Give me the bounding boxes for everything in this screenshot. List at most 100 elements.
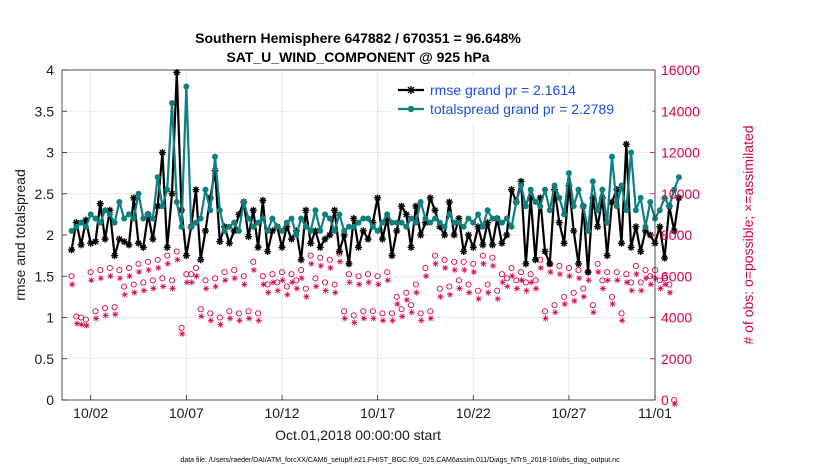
totalspread-point bbox=[212, 153, 219, 160]
rmse-point bbox=[584, 268, 592, 276]
obs-assimilated-stroke bbox=[428, 315, 434, 321]
obs-assimilated-point bbox=[298, 275, 305, 282]
rmse-point bbox=[412, 202, 420, 210]
obs-possible-point bbox=[145, 258, 152, 265]
obs-assimilated-stroke bbox=[370, 315, 376, 321]
totalspread-point bbox=[503, 215, 510, 222]
obs-assimilated-stroke bbox=[433, 261, 439, 267]
rmse-point bbox=[398, 202, 406, 210]
obs-assimilated-stroke bbox=[672, 401, 678, 407]
rmse-point bbox=[335, 248, 343, 255]
obs-assimilated-point bbox=[513, 285, 520, 292]
obs-assimilated-point bbox=[518, 277, 525, 284]
obs-assimilated-stroke bbox=[648, 281, 654, 287]
obs-possible-point bbox=[494, 287, 501, 294]
obs-assimilated-point bbox=[384, 277, 391, 284]
totalspread-point bbox=[298, 215, 305, 222]
obs-assimilated-stroke bbox=[93, 315, 99, 321]
totalspread-point bbox=[216, 207, 223, 214]
totalspread-point bbox=[618, 182, 625, 189]
rmse-point-stroke bbox=[432, 207, 439, 214]
obs-assimilated-stroke bbox=[485, 290, 491, 296]
totalspread-point bbox=[125, 211, 132, 218]
obs-possible-point bbox=[87, 269, 94, 276]
totalspread-point bbox=[97, 219, 104, 226]
obs-assimilated-stroke bbox=[447, 292, 453, 298]
obs-assimilated-point bbox=[389, 317, 396, 324]
obs-assimilated-point bbox=[599, 285, 606, 292]
obs-assimilated-point bbox=[174, 256, 181, 263]
obs-possible-point bbox=[216, 314, 223, 321]
rmse-point-stroke bbox=[307, 240, 314, 247]
obs-assimilated-stroke bbox=[442, 265, 448, 271]
obs-possible-point bbox=[116, 267, 123, 274]
legend-spread-text: totalspread grand pr = 2.2789 bbox=[430, 101, 614, 117]
obs-assimilated-stroke bbox=[567, 273, 573, 279]
rmse-point bbox=[445, 198, 453, 206]
obs-assimilated-stroke bbox=[256, 317, 262, 323]
rmse-point-stroke bbox=[216, 238, 223, 245]
x-tick-label: 10/02 bbox=[73, 405, 108, 421]
rmse-point-stroke bbox=[542, 248, 549, 255]
obs-assimilated-stroke bbox=[600, 286, 606, 291]
obs-assimilated-point bbox=[547, 269, 554, 275]
obs-assimilated-point bbox=[155, 264, 162, 271]
obs-possible-point bbox=[207, 310, 214, 317]
rmse-point bbox=[321, 235, 329, 243]
obs-assimilated-point bbox=[638, 287, 645, 294]
obs-assimilated-stroke bbox=[251, 267, 257, 273]
rmse-point-stroke bbox=[484, 219, 491, 226]
obs-assimilated-stroke bbox=[122, 292, 128, 298]
obs-assimilated-point bbox=[623, 279, 630, 286]
obs-assimilated-stroke bbox=[146, 267, 152, 273]
rmse-point-stroke bbox=[675, 194, 682, 201]
y-tick-label: 0 bbox=[46, 392, 54, 408]
totalspread-point bbox=[145, 211, 152, 218]
totalspread-point bbox=[527, 186, 534, 193]
rmse-point bbox=[531, 256, 539, 264]
rmse-point bbox=[139, 243, 147, 251]
obs-assimilated-point bbox=[183, 279, 190, 286]
obs-possible-point bbox=[240, 273, 247, 280]
obs-possible-point bbox=[259, 273, 266, 280]
obs-assimilated-point bbox=[317, 262, 324, 269]
rmse-point bbox=[77, 241, 85, 249]
obs-possible-point bbox=[503, 275, 510, 282]
totalspread-point bbox=[470, 219, 477, 226]
rmse-point-stroke bbox=[570, 227, 577, 234]
obs-assimilated-point bbox=[279, 277, 286, 284]
rmse-point-stroke bbox=[446, 199, 453, 205]
obs-possible-point bbox=[211, 275, 219, 282]
rmse-point-stroke bbox=[226, 240, 233, 247]
rmse-point-stroke bbox=[326, 232, 333, 238]
obs-possible-point bbox=[283, 283, 290, 290]
rmse-point-stroke bbox=[173, 69, 180, 76]
rmse-point bbox=[555, 219, 563, 227]
obs-assimilated-stroke bbox=[198, 313, 204, 319]
obs-assimilated-stroke bbox=[557, 271, 563, 277]
rmse-point bbox=[225, 239, 233, 247]
obs-possible-point bbox=[427, 308, 434, 315]
y2-tick-label: 8000 bbox=[661, 227, 692, 243]
totalspread-point bbox=[518, 182, 525, 189]
obs-possible-point bbox=[412, 281, 419, 288]
obs-assimilated-point bbox=[226, 315, 233, 322]
y-axis-label: rmse and totalspread bbox=[12, 169, 28, 301]
obs-possible-point bbox=[551, 302, 558, 309]
obs-possible-point bbox=[97, 267, 104, 274]
rmse-point-stroke bbox=[556, 219, 563, 226]
x-tick-label: 10/12 bbox=[264, 405, 299, 421]
y2-tick-label: 2000 bbox=[661, 351, 692, 367]
obs-assimilated-stroke bbox=[232, 275, 238, 281]
obs-assimilated-point bbox=[207, 317, 214, 324]
rmse-point-stroke bbox=[269, 227, 276, 234]
obs-assimilated-stroke bbox=[356, 281, 362, 287]
obs-assimilated-stroke bbox=[241, 281, 247, 287]
obs-assimilated-point bbox=[107, 273, 114, 280]
obs-assimilated-stroke bbox=[304, 294, 309, 300]
obs-assimilated-stroke bbox=[457, 286, 463, 291]
rmse-point bbox=[245, 233, 253, 241]
rmse-point bbox=[388, 252, 396, 260]
obs-possible-point bbox=[288, 271, 295, 278]
obs-assimilated-stroke bbox=[653, 275, 659, 281]
